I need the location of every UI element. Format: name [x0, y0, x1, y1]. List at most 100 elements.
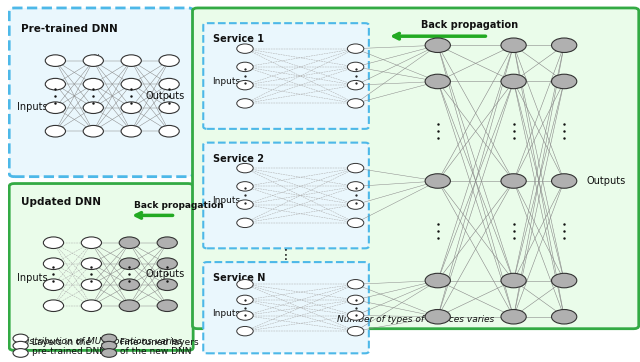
Circle shape [44, 237, 63, 248]
Circle shape [237, 62, 253, 72]
Circle shape [119, 300, 140, 311]
FancyBboxPatch shape [193, 8, 639, 329]
Circle shape [119, 237, 140, 248]
Circle shape [552, 74, 577, 89]
Circle shape [83, 55, 104, 66]
Circle shape [348, 182, 364, 191]
Circle shape [44, 279, 63, 290]
Text: Outputs: Outputs [586, 176, 625, 186]
Circle shape [13, 349, 28, 357]
Circle shape [159, 55, 179, 66]
Circle shape [13, 334, 28, 343]
Circle shape [501, 74, 526, 89]
FancyBboxPatch shape [9, 184, 193, 350]
Text: Updated DNN: Updated DNN [20, 197, 100, 207]
Circle shape [121, 55, 141, 66]
Text: Outputs: Outputs [146, 269, 185, 279]
Circle shape [501, 38, 526, 52]
Circle shape [348, 99, 364, 108]
Circle shape [81, 279, 102, 290]
Circle shape [237, 218, 253, 228]
Circle shape [348, 163, 364, 173]
Text: ⋮: ⋮ [279, 248, 293, 262]
Circle shape [425, 310, 451, 324]
Circle shape [83, 102, 104, 114]
Circle shape [237, 295, 253, 304]
Circle shape [501, 310, 526, 324]
Circle shape [552, 310, 577, 324]
Text: Service 1: Service 1 [213, 34, 264, 45]
Circle shape [348, 327, 364, 336]
Circle shape [237, 327, 253, 336]
Circle shape [102, 349, 116, 357]
Circle shape [45, 79, 65, 90]
Circle shape [237, 279, 253, 289]
Circle shape [237, 44, 253, 53]
Text: Inputs: Inputs [212, 77, 240, 86]
Circle shape [425, 38, 451, 52]
Text: Inputs: Inputs [212, 197, 240, 205]
Circle shape [425, 174, 451, 188]
Circle shape [159, 79, 179, 90]
Circle shape [348, 311, 364, 320]
Circle shape [157, 300, 177, 311]
Circle shape [44, 258, 63, 269]
Circle shape [45, 126, 65, 137]
Circle shape [102, 341, 116, 350]
Text: of the new DNN: of the new DNN [120, 347, 192, 355]
Circle shape [552, 38, 577, 52]
Text: Distribution of MUs' locations varies: Distribution of MUs' locations varies [20, 337, 182, 346]
Circle shape [159, 102, 179, 114]
Text: Inputs: Inputs [212, 309, 240, 317]
Circle shape [119, 258, 140, 269]
Circle shape [102, 334, 116, 343]
Text: pre-trained DNN: pre-trained DNN [32, 347, 106, 355]
Circle shape [83, 126, 104, 137]
Circle shape [119, 279, 140, 290]
Circle shape [237, 200, 253, 209]
Circle shape [552, 174, 577, 188]
Circle shape [157, 237, 177, 248]
Text: Service N: Service N [213, 273, 266, 283]
Circle shape [81, 300, 102, 311]
Circle shape [44, 300, 63, 311]
Text: Inputs: Inputs [17, 273, 48, 283]
Circle shape [45, 55, 65, 66]
Circle shape [425, 74, 451, 89]
Text: Back propagation: Back propagation [420, 20, 518, 30]
Circle shape [237, 182, 253, 191]
Text: ...: ... [93, 48, 100, 57]
Circle shape [159, 126, 179, 137]
Circle shape [45, 102, 65, 114]
Circle shape [237, 80, 253, 90]
Text: Layers in the: Layers in the [32, 338, 91, 346]
Circle shape [13, 341, 28, 350]
Circle shape [81, 237, 102, 248]
Circle shape [348, 279, 364, 289]
Circle shape [348, 62, 364, 72]
Circle shape [501, 273, 526, 288]
Circle shape [157, 258, 177, 269]
FancyBboxPatch shape [9, 8, 193, 177]
Circle shape [81, 258, 102, 269]
Text: Back propagation: Back propagation [134, 201, 224, 210]
Circle shape [237, 311, 253, 320]
Circle shape [237, 163, 253, 173]
Circle shape [348, 44, 364, 53]
Circle shape [552, 273, 577, 288]
Circle shape [83, 79, 104, 90]
Text: Fine-tuned layers: Fine-tuned layers [120, 338, 199, 346]
Text: Inputs: Inputs [17, 102, 48, 112]
Circle shape [348, 295, 364, 304]
Text: Pre-trained DNN: Pre-trained DNN [20, 24, 117, 34]
FancyBboxPatch shape [204, 23, 369, 129]
Text: Number of types of services varies: Number of types of services varies [337, 315, 494, 324]
Text: Service 2: Service 2 [213, 154, 264, 164]
FancyBboxPatch shape [204, 143, 369, 248]
FancyBboxPatch shape [204, 262, 369, 353]
Circle shape [425, 273, 451, 288]
Circle shape [348, 200, 364, 209]
Circle shape [121, 126, 141, 137]
Text: Outputs: Outputs [146, 91, 185, 101]
Circle shape [121, 79, 141, 90]
